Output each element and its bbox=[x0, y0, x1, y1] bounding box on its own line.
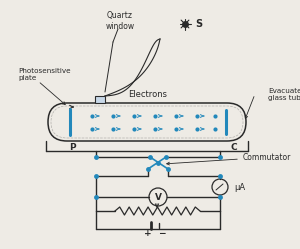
Text: Evacuated
glass tube: Evacuated glass tube bbox=[268, 87, 300, 101]
Text: μA: μA bbox=[234, 183, 245, 191]
Text: Quartz
window: Quartz window bbox=[105, 11, 135, 31]
Text: Commutator: Commutator bbox=[243, 153, 291, 163]
Text: −: − bbox=[158, 230, 166, 239]
Text: Electrons: Electrons bbox=[128, 89, 167, 99]
Text: S: S bbox=[195, 19, 202, 29]
Text: P: P bbox=[69, 142, 75, 151]
FancyBboxPatch shape bbox=[95, 96, 105, 103]
Text: C: C bbox=[231, 142, 237, 151]
Text: Photosensitive
plate: Photosensitive plate bbox=[18, 67, 70, 80]
Text: +: + bbox=[144, 230, 152, 239]
Text: V: V bbox=[154, 192, 161, 201]
